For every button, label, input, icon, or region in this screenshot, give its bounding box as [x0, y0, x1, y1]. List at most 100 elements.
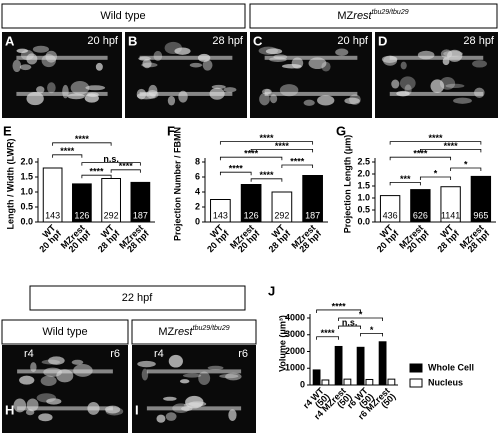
neuron [228, 409, 237, 421]
panel-letter: D [378, 33, 387, 48]
y-tick-label: 6 [195, 171, 200, 181]
sample-size: 126 [244, 210, 259, 220]
significance-bracket [250, 149, 314, 153]
significance-label: * [359, 309, 363, 319]
bar [343, 378, 352, 386]
neuron [396, 90, 410, 97]
significance-bracket [338, 317, 383, 321]
neuron [344, 97, 360, 105]
significance-label: **** [321, 328, 336, 338]
neuron [270, 94, 278, 104]
micrograph [375, 32, 498, 118]
significance-label: **** [229, 164, 244, 174]
y-tick-label: 4 [195, 186, 200, 196]
neuron [142, 59, 152, 69]
header-box [131, 319, 257, 345]
sample-size: 292 [274, 210, 289, 220]
neuron [472, 60, 488, 68]
neuron [261, 88, 272, 95]
significance-label: **** [259, 170, 274, 180]
significance-bracket [250, 178, 283, 182]
bar [42, 167, 63, 223]
bar [312, 369, 321, 386]
neuron [430, 79, 445, 93]
significance-bracket [389, 156, 452, 161]
neuron [445, 83, 465, 89]
panel-letter: J [268, 283, 275, 298]
image-label: r4 [24, 348, 34, 360]
bar [440, 186, 461, 223]
neuron [12, 59, 22, 73]
neuron [136, 92, 156, 100]
neuron [165, 412, 177, 421]
sample-size: 1141 [441, 210, 460, 220]
neuron [211, 84, 226, 90]
significance-bracket [219, 156, 283, 161]
neuron [45, 50, 57, 63]
neuron [225, 372, 242, 381]
bar [210, 199, 231, 223]
legend-swatch [409, 363, 423, 373]
sample-size: 187 [305, 210, 320, 220]
y-tick-label: 0.5 [357, 204, 370, 214]
significance-bracket [419, 176, 452, 180]
sample-size: 187 [133, 210, 148, 220]
neuron [153, 50, 163, 62]
y-tick-label: 4000 [285, 312, 305, 322]
neuron [259, 92, 270, 106]
significance-bracket [419, 149, 482, 153]
image-label: r6 [238, 348, 248, 360]
significance-bracket [219, 171, 252, 176]
y-tick-label: 1.5 [20, 171, 33, 181]
bar [240, 184, 262, 223]
header-label: 22 hpf [122, 292, 154, 304]
y-tick-label: 2.0 [357, 168, 370, 178]
significance-bracket [338, 325, 361, 330]
significance-bracket [219, 141, 314, 145]
neuron [209, 87, 225, 100]
significance-bracket [316, 336, 339, 340]
significance-label: * [434, 168, 438, 178]
label-part: tbu29/tbu29 [193, 325, 230, 332]
neuron [279, 84, 299, 97]
neuron [223, 87, 237, 93]
neuron [189, 62, 203, 68]
neuron [141, 368, 149, 381]
header-box [29, 285, 246, 311]
header-label: Wild type [100, 10, 145, 22]
sample-size: 143 [45, 210, 60, 220]
significance-label: **** [413, 149, 428, 159]
neuron [197, 53, 211, 62]
significance-label: **** [60, 146, 75, 156]
significance-bracket [316, 309, 361, 313]
neuron [399, 76, 416, 91]
y-axis-label: Projection Length (μm) [342, 135, 352, 234]
neuron [71, 359, 84, 365]
significance-label: **** [332, 301, 347, 311]
axon-bundle [389, 91, 484, 96]
neuron [87, 401, 100, 415]
bar [410, 189, 431, 223]
panel-letter: H [5, 402, 14, 417]
significance-label: n.s. [103, 154, 119, 164]
axon-bundle [16, 91, 108, 96]
neuron [281, 64, 302, 69]
significance-bracket [81, 174, 112, 179]
significance-bracket [450, 167, 482, 171]
micrograph [125, 32, 247, 118]
y-tick-label: 1000 [285, 363, 305, 373]
header-label: Wild type [42, 326, 87, 338]
panel-letter: C [253, 33, 263, 48]
significance-label: **** [244, 149, 259, 159]
neuron [67, 93, 85, 100]
significance-bracket [110, 169, 141, 173]
neuron [474, 87, 485, 98]
bar [334, 345, 343, 386]
panel-letter: A [5, 33, 15, 48]
neuron [85, 85, 106, 91]
neuron [163, 396, 177, 401]
significance-bracket [52, 142, 112, 146]
label-part: rest [174, 326, 193, 338]
significance-label: **** [275, 141, 290, 151]
